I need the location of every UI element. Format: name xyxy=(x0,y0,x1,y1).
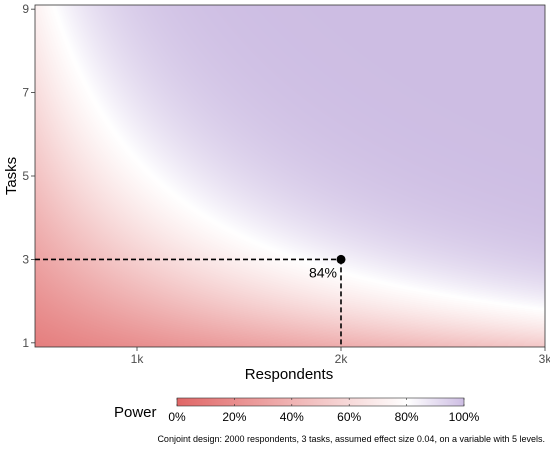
y-tick-label: 9 xyxy=(22,2,29,16)
x-axis-title: Respondents xyxy=(245,366,333,383)
legend-ticks: 0% 20% 40% 60% 80% 100% xyxy=(168,398,480,424)
y-axis-title: Tasks xyxy=(3,157,20,195)
legend-colorbar xyxy=(176,397,465,407)
legend-label: 20% xyxy=(222,410,246,424)
highlight-power-label: 84% xyxy=(309,264,337,280)
highlight-point xyxy=(336,254,346,264)
y-tick-label: 3 xyxy=(22,252,29,266)
y-tick-label: 1 xyxy=(22,336,29,350)
legend-label: 40% xyxy=(280,410,304,424)
plot-panel xyxy=(34,4,546,348)
legend-label: 100% xyxy=(449,410,480,424)
highlight-annotation: 84% xyxy=(35,254,346,347)
legend-title: Power xyxy=(114,404,157,421)
legend-label: 60% xyxy=(337,410,361,424)
y-axis: 1 3 5 7 9 xyxy=(22,2,35,350)
legend: Power 0% 20% 40% 60% 80% 100% xyxy=(114,397,480,424)
y-tick-label: 5 xyxy=(22,169,29,183)
heatmap-raster xyxy=(35,5,545,347)
legend-label: 80% xyxy=(395,410,419,424)
x-tick-label: 1k xyxy=(131,352,145,366)
x-axis: 1k 2k 3k xyxy=(131,347,550,366)
x-tick-label: 3k xyxy=(539,352,550,366)
legend-label: 0% xyxy=(168,410,186,424)
x-tick-label: 2k xyxy=(335,352,349,366)
chart-caption: Conjoint design: 2000 respondents, 3 tas… xyxy=(157,434,545,444)
y-tick-label: 7 xyxy=(22,86,29,100)
